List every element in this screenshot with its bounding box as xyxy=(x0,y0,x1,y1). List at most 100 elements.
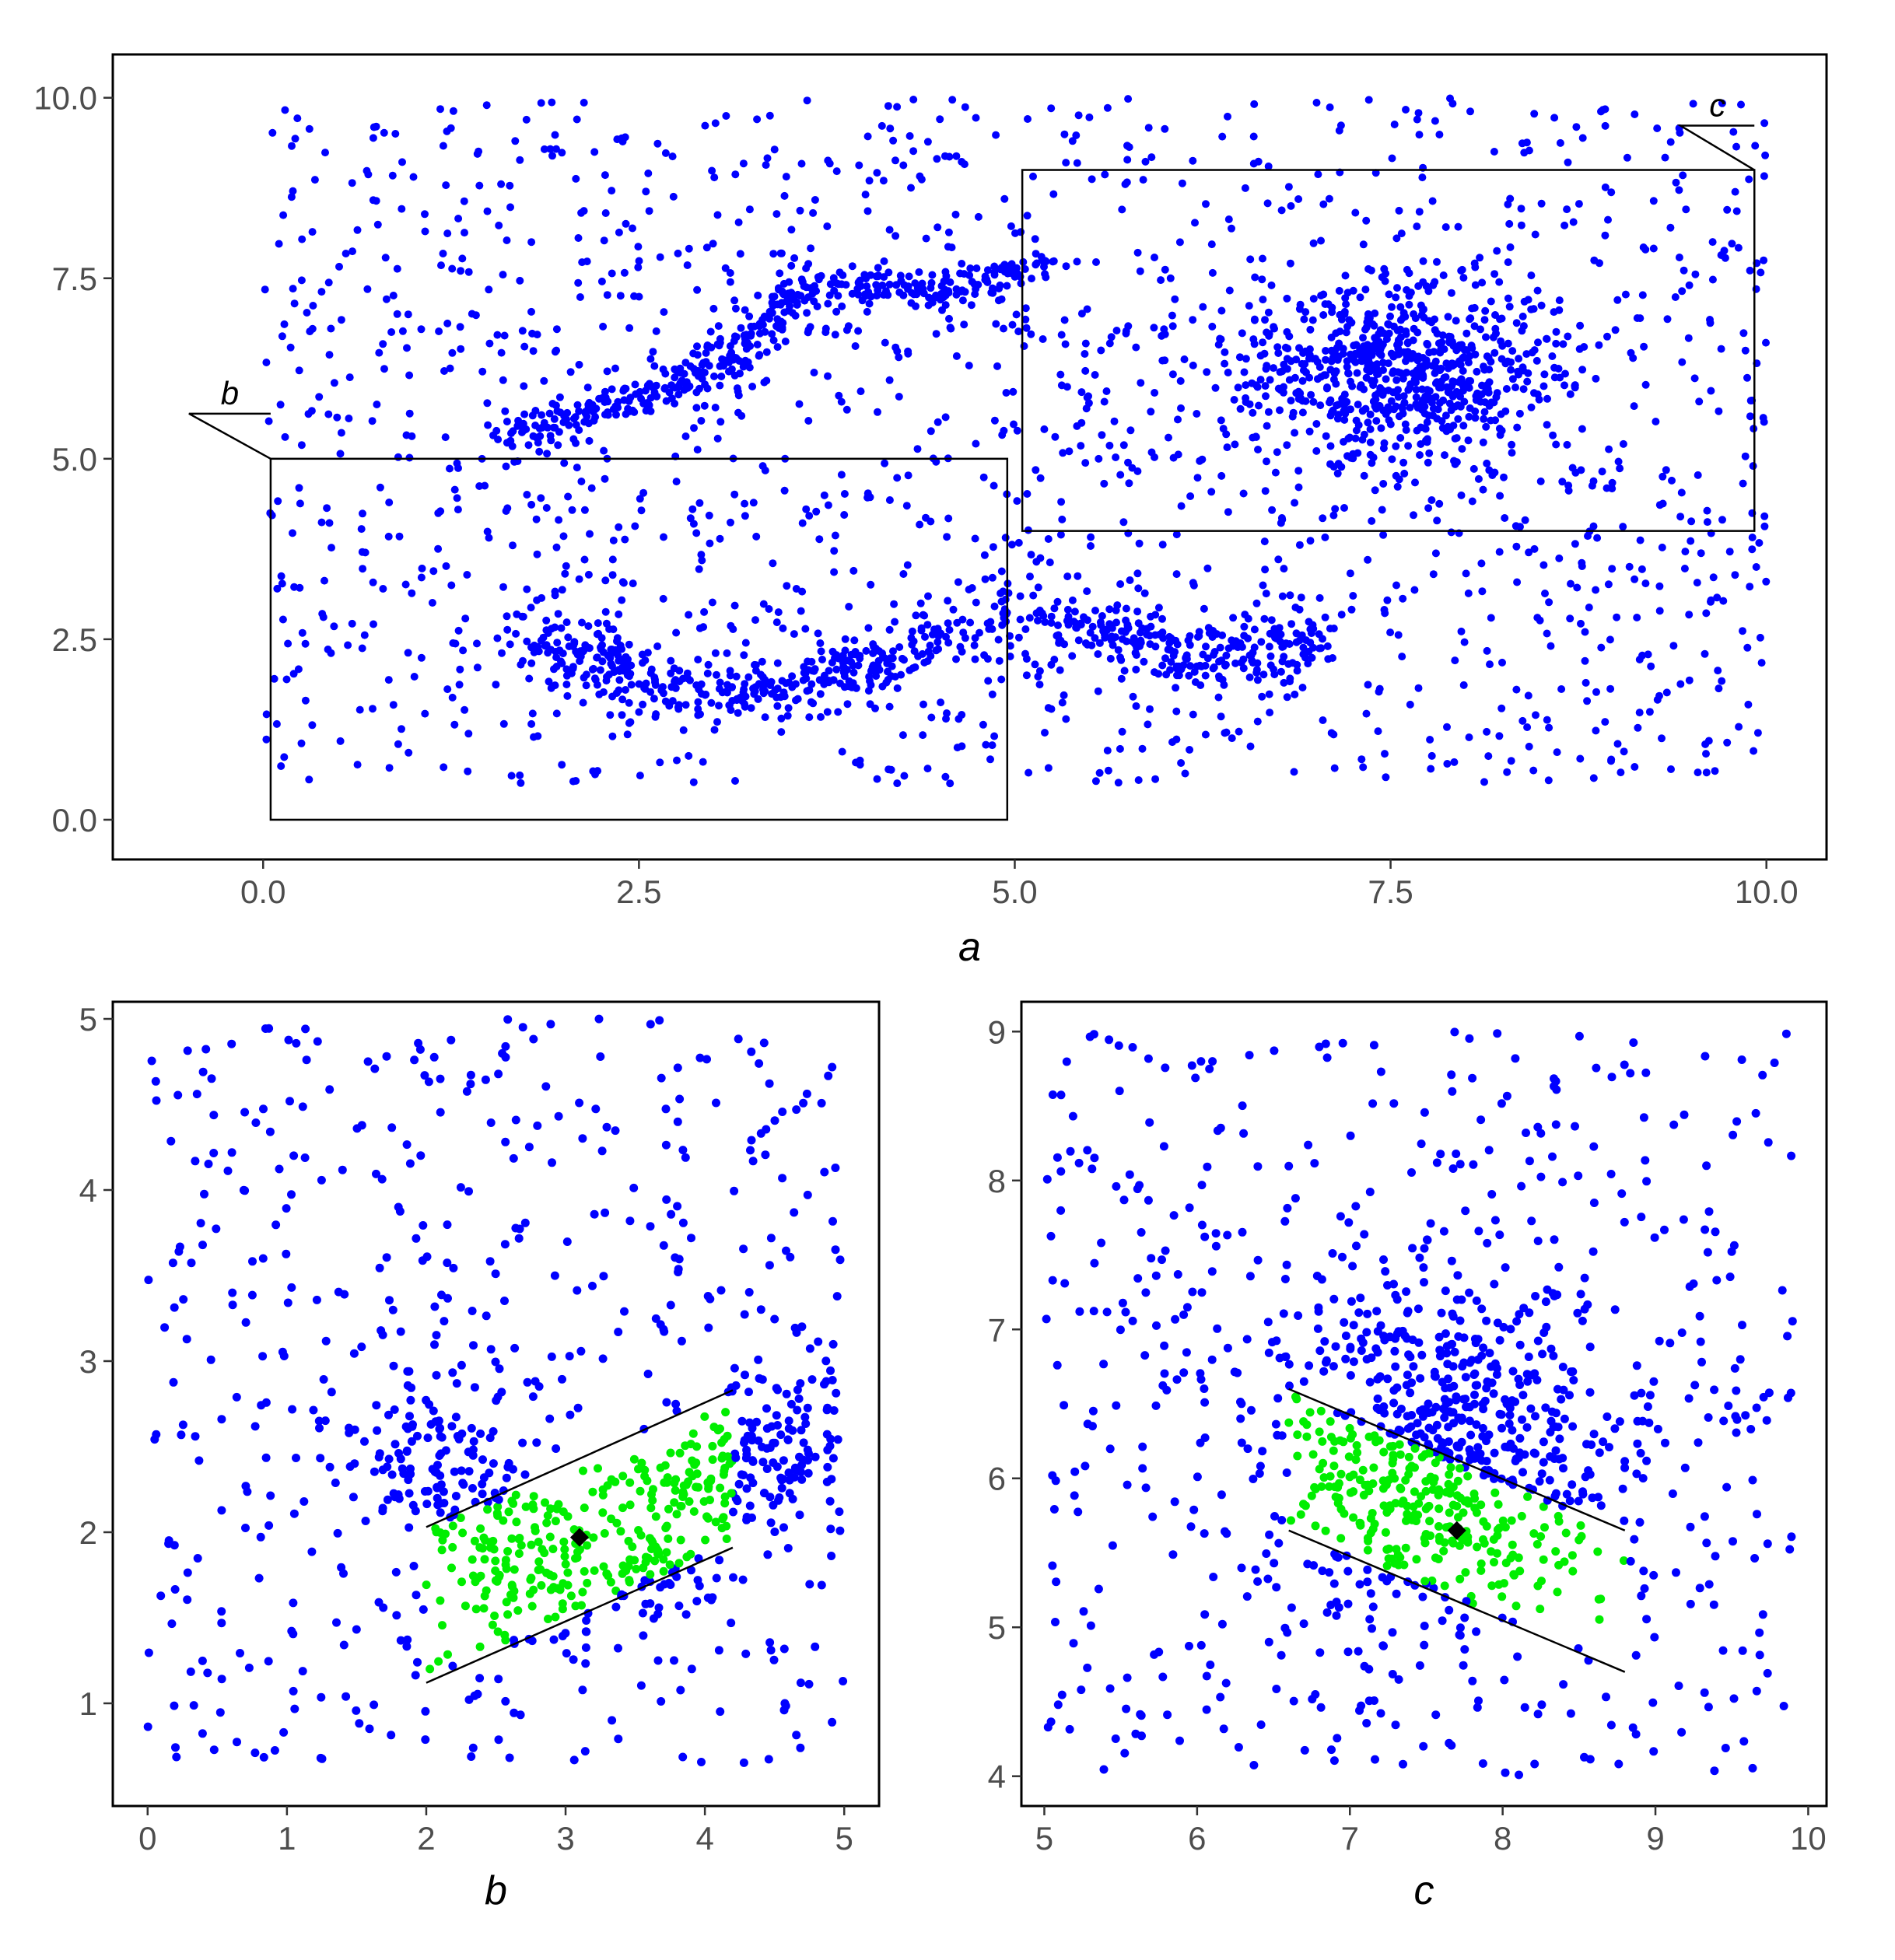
panel-a-point xyxy=(1177,404,1185,412)
panel-a-point xyxy=(1690,374,1699,383)
panel-c-point xyxy=(1196,1057,1206,1066)
panel-a-point xyxy=(533,596,541,604)
panel-a-point xyxy=(1224,215,1233,223)
panel-a-point xyxy=(621,133,629,142)
panel-a-point xyxy=(1676,680,1685,688)
panel-b-point xyxy=(261,1453,271,1462)
panel-a-point xyxy=(1498,658,1506,667)
panel-a-point xyxy=(790,254,799,262)
panel-a-point xyxy=(443,685,452,694)
panel-a-point xyxy=(574,278,583,287)
panel-a-point xyxy=(866,700,874,709)
panel-b-point xyxy=(171,1743,180,1752)
panel-a-point xyxy=(717,373,726,380)
panel-c-point xyxy=(1219,1724,1228,1734)
panel-b-point xyxy=(656,1320,665,1329)
panel-a-point xyxy=(1223,443,1231,452)
panel-a-point xyxy=(848,289,856,298)
panel-a-point xyxy=(1517,221,1525,229)
panel-a-point xyxy=(1294,483,1303,492)
panel-a-point xyxy=(694,366,702,375)
panel-b-neighbor-point xyxy=(688,1456,697,1465)
panel-a-point xyxy=(1235,353,1244,362)
panel-a-point xyxy=(1394,336,1403,345)
panel-a-point xyxy=(527,659,536,667)
panel-a-point xyxy=(290,299,299,308)
panel-a-point xyxy=(856,654,864,663)
panel-a-point xyxy=(1095,768,1104,777)
panel-a-point xyxy=(1427,318,1436,327)
panel-a-point xyxy=(1495,278,1504,286)
panel-a-point xyxy=(944,243,952,251)
panel-a-point xyxy=(522,115,531,124)
panel-b-point xyxy=(144,1648,153,1657)
panel-a-point xyxy=(1437,345,1445,353)
panel-a-point xyxy=(1022,655,1031,663)
region-b-callout xyxy=(188,412,271,460)
panel-a-point xyxy=(671,677,678,686)
panel-a-point xyxy=(1746,583,1754,591)
panel-a-point xyxy=(865,299,874,308)
panel-b-point xyxy=(742,1445,751,1454)
panel-a-point xyxy=(1386,628,1395,637)
panel-a-point xyxy=(1091,634,1099,642)
panel-a-point xyxy=(1312,420,1321,428)
panel-b-neighbor-point xyxy=(479,1533,489,1542)
panel-b-point xyxy=(673,1063,682,1073)
panel-c-point xyxy=(1525,1157,1534,1166)
panel-c-point xyxy=(1450,1027,1459,1037)
panel-b-neighbor-point xyxy=(545,1532,555,1542)
panel-a-point xyxy=(305,124,313,133)
panel-b-band-lower-line xyxy=(426,1546,734,1684)
panel-a-point xyxy=(1485,366,1494,374)
panel-c-point xyxy=(1203,1162,1212,1171)
panel-b-point xyxy=(532,1438,541,1447)
panel-b-point xyxy=(801,1419,811,1428)
panel-a-point xyxy=(1357,381,1365,390)
panel-a-point xyxy=(765,111,774,120)
panel-b-neighbor-point xyxy=(685,1497,694,1506)
panel-a-point xyxy=(1490,348,1499,357)
panel-c-point xyxy=(1249,1475,1258,1483)
panel-a-point xyxy=(454,464,462,472)
panel-c-point xyxy=(1160,1341,1169,1350)
panel-b-point xyxy=(352,1625,361,1634)
panel-a-point xyxy=(359,565,367,573)
panel-a-point xyxy=(1249,132,1258,141)
panel-a-point xyxy=(1465,733,1473,741)
panel-a-point xyxy=(497,348,506,357)
panel-a-point xyxy=(1329,654,1336,662)
panel-a-point xyxy=(1442,359,1451,368)
panel-a-point xyxy=(1421,425,1430,433)
panel-c-point xyxy=(1729,1241,1739,1250)
panel-a-point xyxy=(831,531,839,540)
panel-a-point xyxy=(517,779,525,787)
panel-a-point xyxy=(527,238,536,247)
panel-b-neighbor-point xyxy=(551,1612,560,1622)
panel-b-point xyxy=(435,1451,444,1460)
panel-a-point xyxy=(1457,627,1466,635)
panel-c-point xyxy=(1420,1640,1429,1650)
panel-b-point xyxy=(379,1603,388,1612)
panel-a-point xyxy=(1487,358,1495,366)
panel-a-point xyxy=(297,739,306,747)
panel-a-point xyxy=(1431,326,1439,334)
panel-a-point xyxy=(854,661,863,670)
panel-b-neighbor-point xyxy=(651,1512,660,1521)
panel-a-point xyxy=(1424,287,1433,296)
panel-a-point xyxy=(682,378,691,387)
panel-a-point xyxy=(1068,596,1077,604)
panel-a-point xyxy=(1091,777,1100,786)
panel-a-point xyxy=(1184,636,1193,645)
panel-c-point xyxy=(1238,1227,1247,1237)
panel-a-point xyxy=(281,106,289,114)
panel-a-point xyxy=(576,657,584,665)
panel-c-point xyxy=(1513,1652,1522,1661)
panel-a-point xyxy=(1601,121,1610,130)
panel-a-point xyxy=(639,700,647,709)
panel-a-point xyxy=(958,711,966,719)
panel-a-point xyxy=(1366,410,1375,418)
panel-b-point xyxy=(478,1455,487,1465)
panel-b-point xyxy=(482,1311,491,1321)
panel-a-point xyxy=(1687,517,1696,526)
